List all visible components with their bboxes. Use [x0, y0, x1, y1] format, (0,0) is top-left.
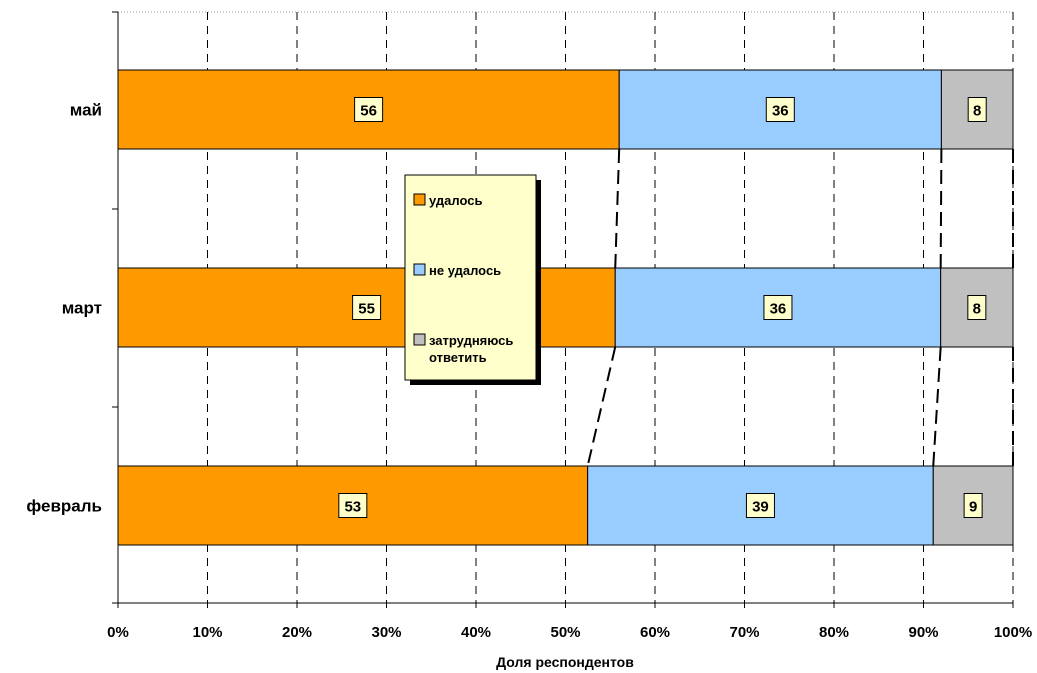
- x-tick-label: 70%: [729, 624, 759, 641]
- x-tick-label: 10%: [192, 624, 222, 641]
- x-tick-label: 40%: [461, 624, 491, 641]
- data-label-box: [765, 97, 795, 122]
- data-label: 53: [344, 499, 361, 516]
- bars: [117, 69, 1014, 546]
- y-category-label: март: [62, 299, 102, 318]
- data-label-box: [354, 97, 384, 122]
- series-connector: [586, 346, 617, 467]
- data-label-box: [338, 493, 368, 518]
- data-label-box: [967, 295, 987, 320]
- y-category-label: май: [70, 101, 102, 120]
- x-tick-label: 50%: [550, 624, 580, 641]
- x-tick-label: 0%: [107, 624, 129, 641]
- data-label: 8: [973, 301, 981, 318]
- x-tick-label: 90%: [908, 624, 938, 641]
- series-connector: [932, 346, 942, 467]
- legend-label: ответить: [429, 350, 487, 365]
- data-label: 36: [772, 103, 789, 120]
- y-category-label: февраль: [26, 497, 102, 516]
- data-label-box: [967, 97, 987, 122]
- series-connector: [939, 148, 943, 269]
- x-tick-label: 20%: [282, 624, 312, 641]
- data-label-box: [745, 493, 775, 518]
- data-label-box: [763, 295, 793, 320]
- x-tick-label: 100%: [994, 624, 1032, 641]
- legend-swatch: [413, 263, 426, 276]
- x-tick-label: 80%: [819, 624, 849, 641]
- data-label-box: [352, 295, 382, 320]
- x-tick-label: 60%: [640, 624, 670, 641]
- legend-swatch: [413, 193, 426, 206]
- data-label: 56: [360, 103, 377, 120]
- series-connector: [614, 148, 621, 269]
- legend: удалось не удалось затрудняюсь ответить: [404, 174, 541, 385]
- legend-swatch: [413, 333, 426, 346]
- legend-label: удалось: [429, 193, 482, 208]
- legend-label: не удалось: [429, 263, 501, 278]
- data-label: 55: [358, 301, 375, 318]
- data-label: 36: [770, 301, 787, 318]
- x-tick-label: 30%: [371, 624, 401, 641]
- data-label: 9: [969, 499, 977, 516]
- data-label: 8: [973, 103, 981, 120]
- data-labels: 56 36 8 55 36 8 53 39 9: [338, 97, 987, 518]
- data-label-box: [963, 493, 983, 518]
- legend-label: затрудняюсь: [429, 333, 513, 348]
- data-label: 39: [752, 499, 769, 516]
- axes: 0% 10% 20% 30% 40% 50% 60% 70% 80% 90% 100% май март…: [26, 11, 1032, 641]
- x-axis-title: Доля респондентов: [496, 654, 634, 670]
- legend-box: [404, 174, 537, 381]
